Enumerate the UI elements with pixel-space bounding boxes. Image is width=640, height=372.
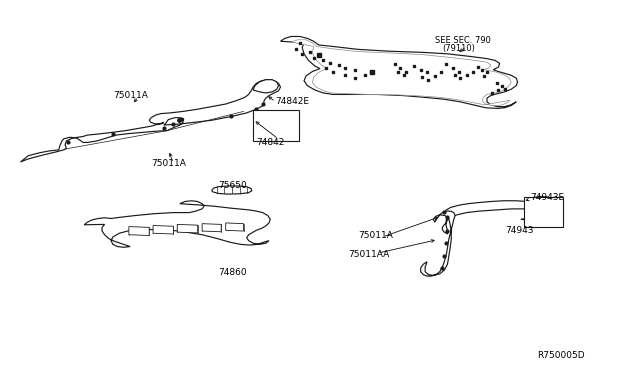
Polygon shape — [527, 196, 552, 208]
Polygon shape — [202, 224, 221, 232]
Text: 75011A: 75011A — [113, 91, 148, 100]
Polygon shape — [226, 223, 244, 231]
Polygon shape — [280, 36, 518, 109]
Polygon shape — [129, 227, 149, 235]
Text: 74943: 74943 — [505, 226, 533, 235]
Text: 74842E: 74842E — [275, 97, 309, 106]
Text: 75011A: 75011A — [358, 231, 393, 240]
Text: 75011AA: 75011AA — [349, 250, 390, 259]
Text: (79110): (79110) — [442, 44, 476, 53]
Text: 74943E: 74943E — [531, 193, 564, 202]
Polygon shape — [20, 80, 280, 162]
Polygon shape — [153, 225, 173, 234]
Bar — [253, 110, 299, 141]
Text: 75011A: 75011A — [151, 159, 186, 169]
Text: 74842: 74842 — [256, 138, 285, 147]
Polygon shape — [253, 80, 278, 93]
Polygon shape — [84, 201, 270, 247]
Polygon shape — [420, 211, 455, 276]
Text: R750005D: R750005D — [537, 350, 584, 360]
Text: 75650: 75650 — [218, 181, 247, 190]
Text: SEE SEC. 790: SEE SEC. 790 — [435, 36, 491, 45]
Text: 74860: 74860 — [218, 268, 246, 277]
Bar — [524, 197, 563, 227]
Polygon shape — [291, 40, 511, 106]
Polygon shape — [212, 186, 252, 194]
Polygon shape — [177, 224, 198, 233]
Polygon shape — [442, 201, 541, 234]
